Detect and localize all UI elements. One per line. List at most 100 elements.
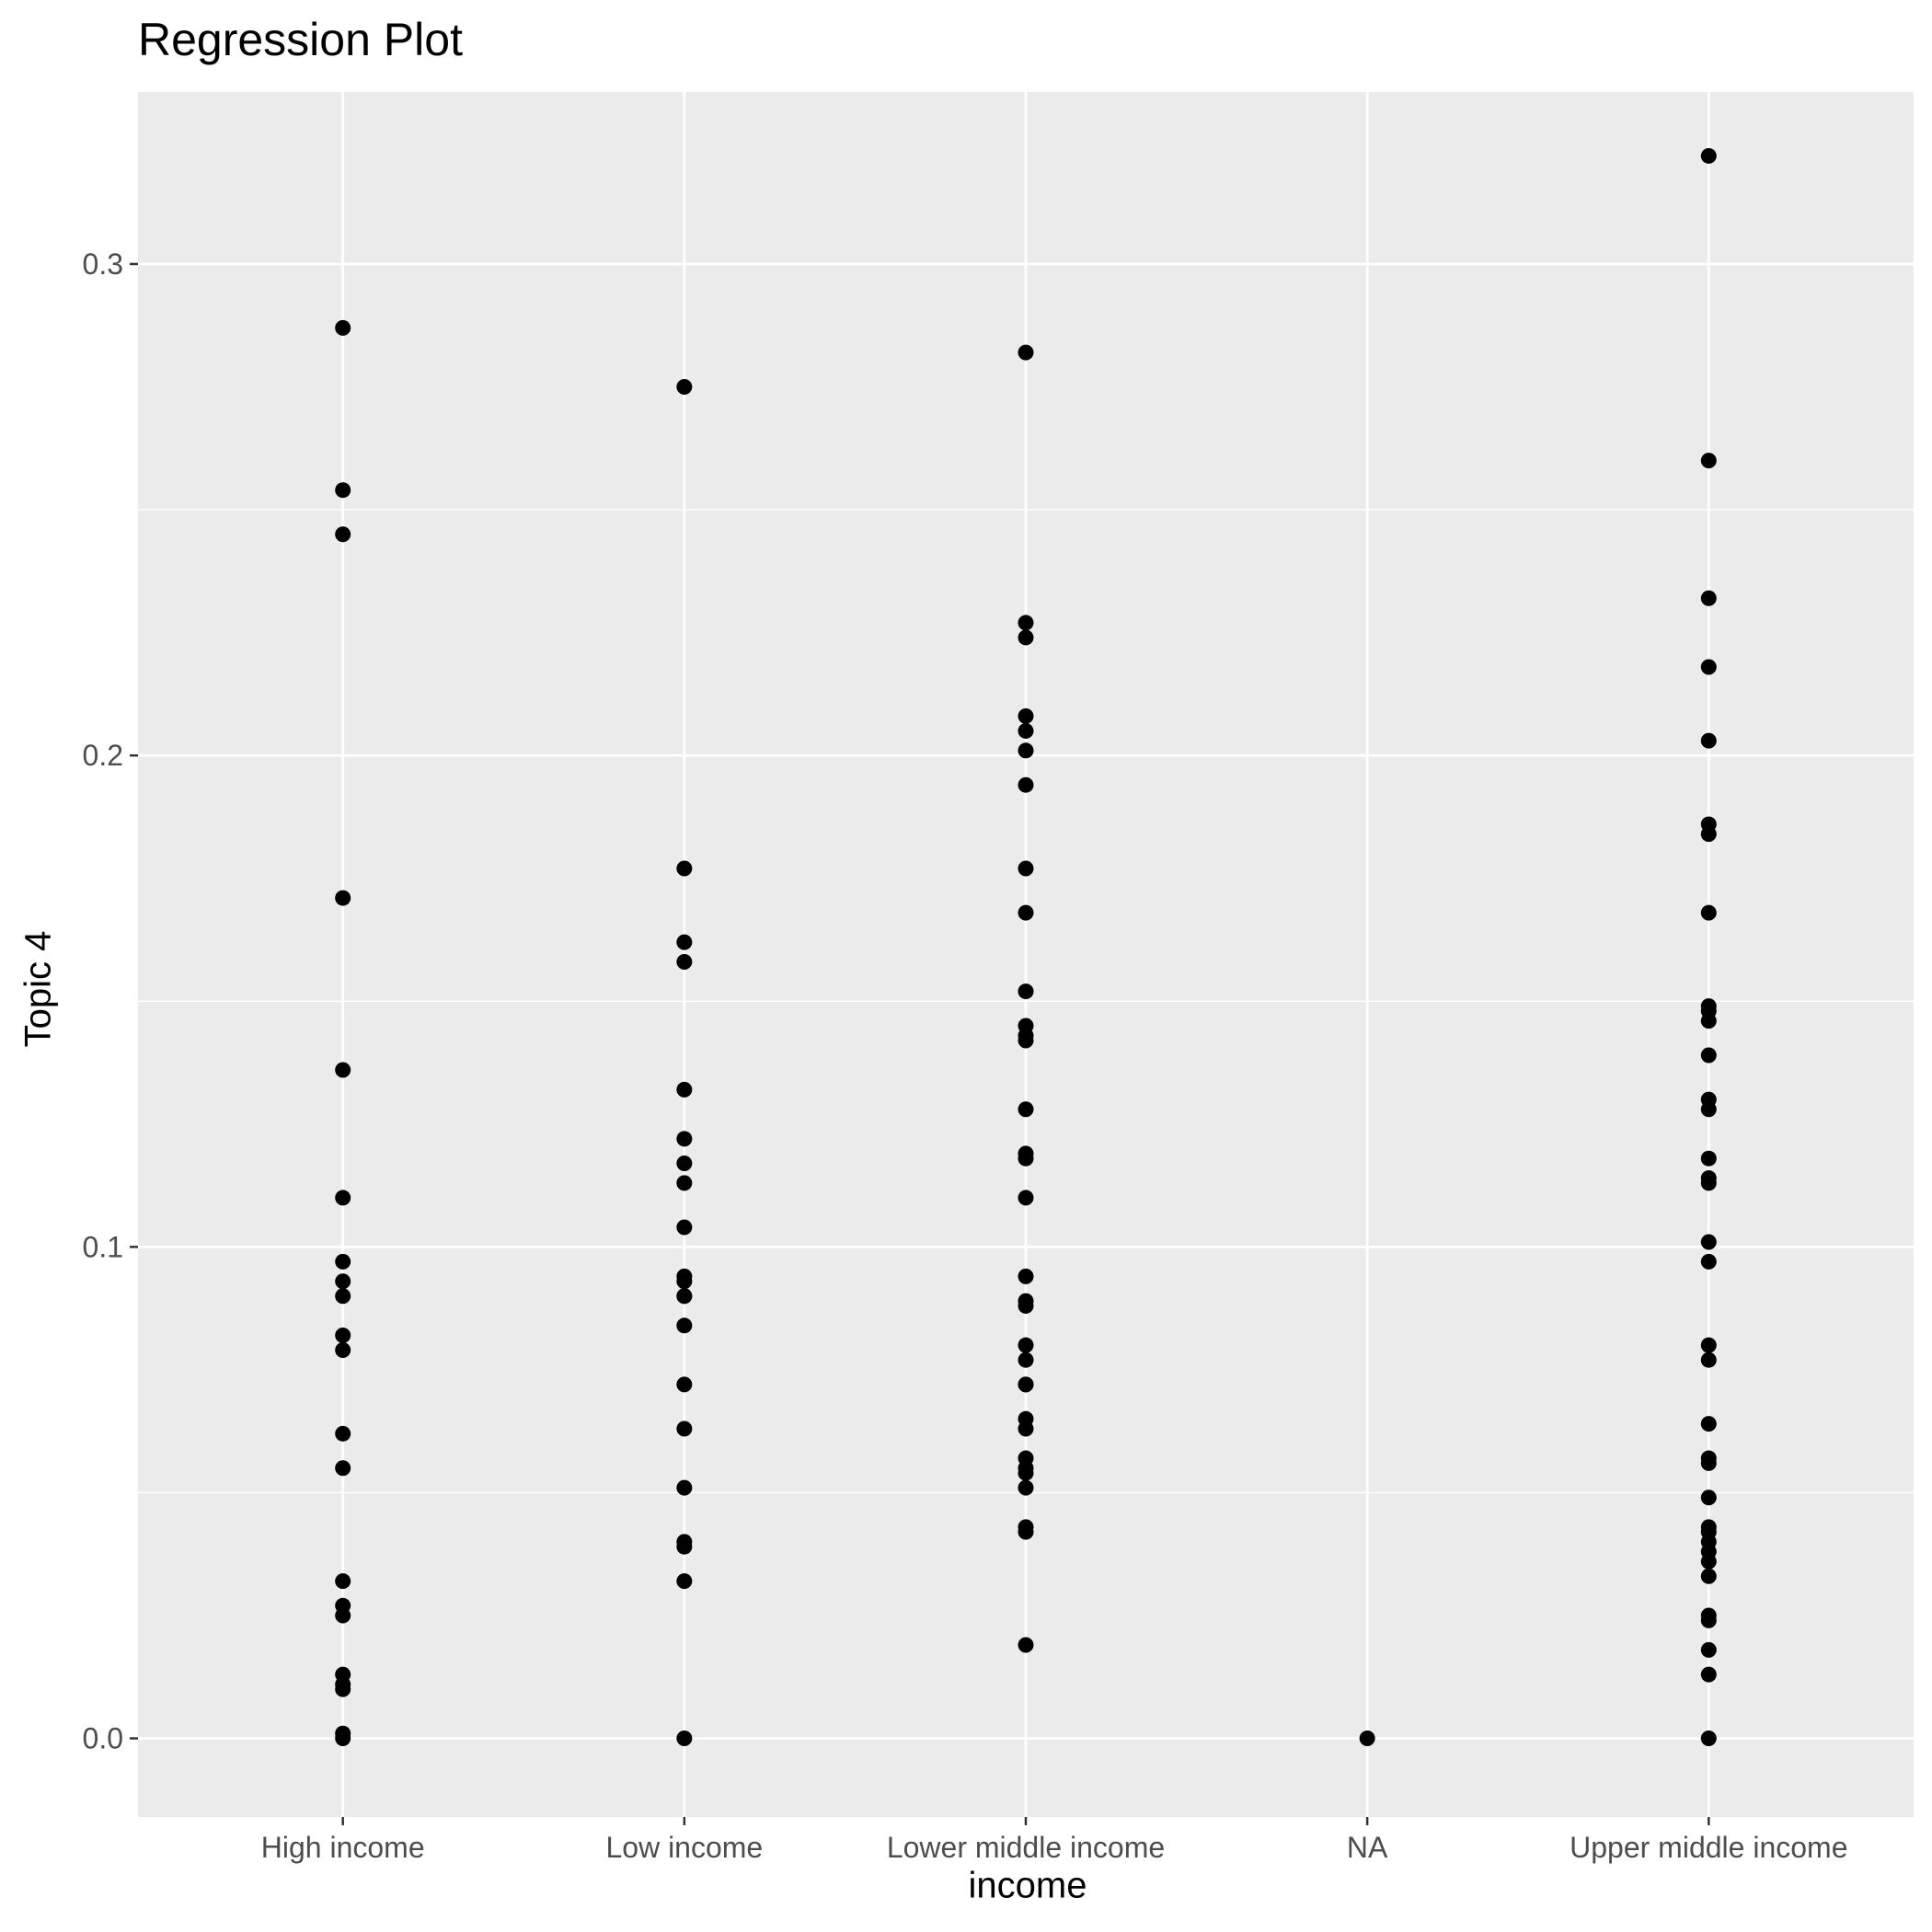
data-point (1018, 1150, 1034, 1167)
data-point (1700, 732, 1717, 749)
data-point (335, 1253, 351, 1270)
data-point (335, 526, 351, 543)
y-tick-label: 0.0 (83, 1722, 123, 1755)
data-point (676, 1273, 693, 1290)
data-point (1700, 1455, 1717, 1471)
data-point (1700, 1150, 1717, 1167)
data-point (1700, 590, 1717, 606)
data-point (1018, 1420, 1034, 1437)
data-point (676, 1731, 693, 1747)
y-axis: 0.0 0.1 0.2 0.3 (83, 247, 138, 1755)
data-point (1700, 1612, 1717, 1628)
data-point (1700, 659, 1717, 675)
data-point (1700, 1337, 1717, 1353)
data-point (335, 1681, 351, 1697)
data-point (1018, 1524, 1034, 1540)
data-point (335, 1573, 351, 1590)
data-point (1700, 1013, 1717, 1029)
data-point (676, 860, 693, 877)
data-point (1018, 1337, 1034, 1353)
data-point (1018, 1032, 1034, 1049)
data-point (1700, 1489, 1717, 1506)
data-point (1700, 1666, 1717, 1683)
data-point (1700, 1416, 1717, 1432)
data-point (335, 1327, 351, 1343)
data-point (335, 1273, 351, 1290)
x-axis: High income Low income Lower middle income… (261, 1817, 1847, 1864)
x-axis-label: income (968, 1865, 1087, 1906)
data-point (1018, 344, 1034, 361)
data-point (676, 1175, 693, 1191)
data-point (1359, 1731, 1375, 1747)
data-point (1700, 453, 1717, 469)
x-tick-label: Lower middle income (887, 1831, 1165, 1864)
data-point (1018, 615, 1034, 631)
data-point (1700, 1234, 1717, 1250)
x-tick-label: Low income (605, 1831, 763, 1864)
data-point (1018, 776, 1034, 793)
data-point (1700, 1175, 1717, 1191)
data-point (1700, 1568, 1717, 1584)
data-point (1018, 1637, 1034, 1653)
data-point (1018, 1190, 1034, 1206)
y-tick-label: 0.1 (83, 1230, 123, 1263)
data-point (1700, 1253, 1717, 1270)
data-point (1018, 1465, 1034, 1481)
data-point (676, 1317, 693, 1334)
data-point (676, 1420, 693, 1437)
data-point (1018, 1351, 1034, 1368)
chart-title: Regression Plot (138, 14, 463, 65)
data-point (1700, 1101, 1717, 1118)
data-point (1700, 1553, 1717, 1570)
data-point (1018, 742, 1034, 759)
data-point (335, 1460, 351, 1477)
data-point (676, 1156, 693, 1172)
data-point (1018, 629, 1034, 646)
y-tick-label: 0.3 (83, 247, 123, 281)
data-point (335, 319, 351, 336)
data-point (1018, 860, 1034, 877)
x-tick-label: NA (1347, 1831, 1388, 1864)
data-point (676, 1376, 693, 1393)
data-point (1018, 1268, 1034, 1284)
data-point (1700, 1351, 1717, 1368)
data-point (1018, 904, 1034, 921)
data-point (1700, 1731, 1717, 1747)
data-point (676, 379, 693, 396)
x-tick-label: High income (261, 1831, 425, 1864)
data-point (676, 934, 693, 950)
data-point (335, 1288, 351, 1305)
y-tick-label: 0.2 (83, 739, 123, 772)
x-tick-label: Upper middle income (1570, 1831, 1847, 1864)
data-point (335, 1190, 351, 1206)
data-point (1018, 722, 1034, 739)
data-point (676, 1131, 693, 1147)
data-point (335, 1425, 351, 1442)
data-point (1700, 1641, 1717, 1658)
data-points (335, 147, 1717, 1747)
data-point (1700, 1047, 1717, 1064)
data-point (676, 954, 693, 971)
data-point (1700, 826, 1717, 843)
data-point (335, 1607, 351, 1624)
data-point (676, 1288, 693, 1305)
data-point (335, 482, 351, 499)
data-point (1700, 147, 1717, 164)
data-point (676, 1081, 693, 1098)
data-point (335, 890, 351, 906)
data-point (1018, 707, 1034, 724)
data-point (335, 1062, 351, 1078)
data-point (676, 1479, 693, 1496)
data-point (335, 1731, 351, 1747)
data-point (1018, 1101, 1034, 1118)
data-point (1018, 1376, 1034, 1393)
data-point (335, 1342, 351, 1359)
data-point (676, 1219, 693, 1236)
data-point (676, 1538, 693, 1555)
data-point (1700, 904, 1717, 921)
data-point (1018, 983, 1034, 1000)
data-point (676, 1573, 693, 1590)
data-point (1018, 1479, 1034, 1496)
data-point (1018, 1297, 1034, 1314)
